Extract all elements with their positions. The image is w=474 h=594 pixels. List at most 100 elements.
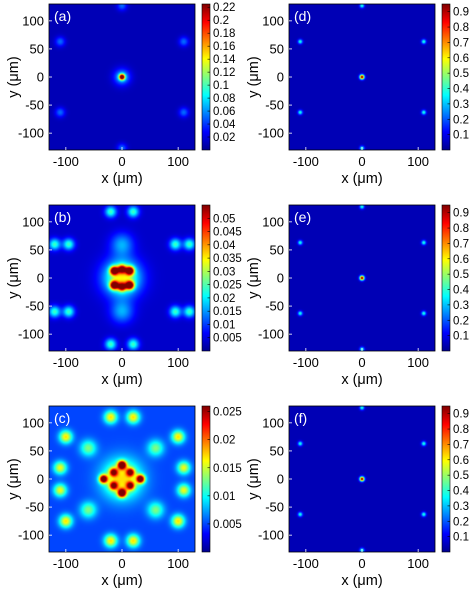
colorbar: [441, 204, 451, 352]
y-tick-label: 0: [277, 271, 284, 286]
y-tick-label: 100: [22, 13, 44, 28]
x-tick-label: -100: [53, 355, 79, 370]
panel-label: (e): [294, 209, 311, 225]
panel-label: (d): [294, 8, 311, 24]
heatmap-image: [289, 406, 435, 552]
heatmap-image: [49, 4, 195, 150]
panel-d: -100 0 100 100 50 0 -50 -100 x (μm) y (μm) (d) 0.9 0…: [246, 3, 470, 187]
colorbar-tick-label: 0.2: [213, 15, 229, 27]
y-tick-label: 0: [277, 70, 284, 85]
colorbar-tick-label: 0.01: [213, 491, 235, 503]
y-tick-label: 100: [22, 415, 44, 430]
y-tick-label: 50: [270, 443, 284, 458]
y-tick-label: 100: [262, 13, 284, 28]
colorbar-tick-label: 0.12: [213, 67, 235, 79]
colorbar-tick-label: 0.1: [453, 532, 469, 544]
colorbar-tick-label: 0.4: [453, 84, 470, 96]
y-tick-label: -100: [18, 327, 44, 342]
x-tick-label: 0: [358, 355, 365, 370]
colorbar-tick-label: 0.02: [213, 293, 235, 305]
colorbar-tick-label: 0.8: [453, 424, 469, 436]
colorbar-tick-label: 0.035: [213, 253, 242, 265]
panel-label: (f): [294, 410, 307, 426]
colorbar-tick-label: 0.9: [453, 208, 469, 220]
colorbar-tick-label: 0.02: [213, 132, 235, 144]
colorbar-tick-label: 0.2: [453, 315, 469, 327]
colorbar: [441, 3, 451, 151]
x-axis-label: x (μm): [341, 171, 382, 187]
x-tick-label: 0: [118, 154, 125, 169]
x-tick-label: 0: [358, 556, 365, 571]
colorbar-tick-label: 0.7: [453, 439, 469, 451]
x-tick-label: 0: [118, 355, 125, 370]
y-tick-label: -100: [258, 327, 284, 342]
y-tick-label: 50: [30, 41, 44, 56]
x-tick-label: -100: [293, 355, 319, 370]
colorbar-tick-label: 0.025: [213, 407, 242, 419]
y-tick-label: -50: [265, 299, 284, 314]
colorbar: [441, 405, 451, 553]
y-tick-label: -100: [258, 126, 284, 141]
x-tick-label: 100: [407, 556, 429, 571]
colorbar-tick-label: 0.7: [453, 238, 469, 250]
colorbar-tick-label: 0.2: [453, 114, 469, 126]
colorbar-tick-label: 0.6: [453, 53, 469, 65]
y-tick-label: 100: [22, 214, 44, 229]
colorbar-tick-label: 0.3: [453, 300, 469, 312]
colorbar-tick-label: 0.1: [453, 130, 469, 142]
colorbar-tick-label: 0.08: [213, 93, 235, 105]
colorbar-tick-label: 0.015: [213, 306, 242, 318]
colorbar-tick-label: 0.025: [213, 280, 242, 292]
colorbar-tick-label: 0.5: [453, 68, 469, 80]
colorbar-tick-label: 0.22: [213, 2, 235, 14]
y-tick-label: -50: [25, 299, 44, 314]
panel-c: -100 0 100 100 50 0 -50 -100 x (μm) y (μm) (c) 0.02…: [6, 405, 242, 589]
y-tick-label: -50: [265, 500, 284, 515]
x-tick-label: 100: [167, 556, 189, 571]
y-tick-label: -50: [25, 500, 44, 515]
x-tick-label: -100: [293, 556, 319, 571]
y-tick-label: 0: [37, 472, 44, 487]
x-axis-label: x (μm): [101, 171, 142, 187]
colorbar-tick-label: 0.04: [213, 240, 236, 252]
y-tick-label: -100: [18, 528, 44, 543]
colorbar: [201, 204, 211, 352]
x-tick-label: 100: [167, 355, 189, 370]
colorbar: [201, 3, 211, 151]
heatmap-image: [49, 205, 195, 351]
colorbar-tick-label: 0.4: [453, 486, 470, 498]
heatmap-image: [289, 4, 435, 150]
colorbar-tick-label: 0.6: [453, 254, 469, 266]
y-tick-label: 0: [277, 472, 284, 487]
colorbar-tick-label: 0.1: [453, 331, 469, 343]
colorbar-tick-label: 0.7: [453, 37, 469, 49]
x-tick-label: 0: [358, 154, 365, 169]
x-axis-label: x (μm): [341, 372, 382, 388]
colorbar-tick-label: 0.8: [453, 223, 469, 235]
panel-label: (c): [54, 410, 70, 426]
y-axis-label: y (μm): [246, 56, 262, 97]
colorbar-tick-label: 0.03: [213, 266, 235, 278]
colorbar-tick-label: 0.045: [213, 227, 242, 239]
y-tick-label: -50: [25, 98, 44, 113]
colorbar-tick-label: 0.14: [213, 54, 236, 66]
panel-a: -100 0 100 100 50 0 -50 -100 x (μm) y (μm) (a) 0.22…: [6, 2, 236, 187]
x-tick-label: 100: [167, 154, 189, 169]
colorbar-tick-label: 0.05: [213, 213, 235, 225]
panel-e: -100 0 100 100 50 0 -50 -100 x (μm) y (μm) (e) 0.9 0…: [246, 204, 470, 388]
y-tick-label: 50: [270, 41, 284, 56]
colorbar-tick-label: 0.6: [453, 455, 469, 467]
y-tick-label: 0: [37, 70, 44, 85]
y-tick-label: 50: [30, 242, 44, 257]
colorbar-tick-label: 0.02: [213, 435, 235, 447]
panel-label: (b): [54, 209, 71, 225]
panel-f: -100 0 100 100 50 0 -50 -100 x (μm) y (μm) (f) 0.9 0…: [246, 405, 470, 589]
panel-label: (a): [54, 8, 71, 24]
y-tick-label: -50: [265, 98, 284, 113]
colorbar-tick-label: 0.015: [213, 463, 242, 475]
colorbar-tick-label: 0.5: [453, 470, 469, 482]
colorbar-tick-label: 0.04: [213, 119, 236, 131]
colorbar-tick-label: 0.8: [453, 22, 469, 34]
colorbar: [201, 405, 211, 553]
